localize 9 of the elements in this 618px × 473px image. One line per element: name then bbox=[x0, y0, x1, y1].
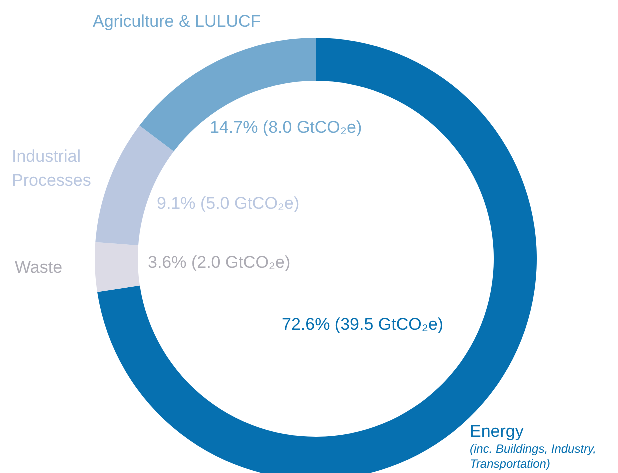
data-label: 9.1% (5.0 GtCO₂e) bbox=[157, 194, 300, 213]
text: (inc. Buildings, Industry, Transportation) bbox=[470, 442, 596, 471]
slice-label: Industrial Processes bbox=[12, 147, 92, 190]
data-label: 3.6% (2.0 GtCO₂e) bbox=[148, 253, 291, 272]
data-label: 72.6% (39.5 GtCO₂e) bbox=[282, 315, 444, 334]
slice-label: Agriculture & LULUCF bbox=[93, 12, 262, 31]
slice-label: Waste bbox=[15, 258, 63, 277]
data-label: 14.7% (8.0 GtCO₂e) bbox=[210, 118, 362, 137]
slice-label: Energy bbox=[470, 422, 524, 441]
